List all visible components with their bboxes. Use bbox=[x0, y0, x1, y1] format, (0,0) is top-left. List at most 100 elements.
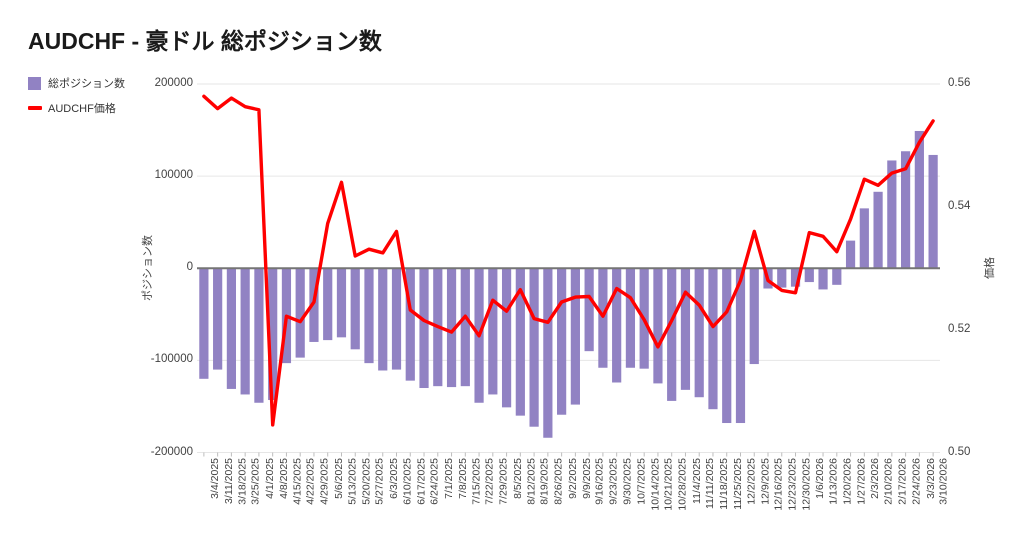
position-bar[interactable] bbox=[446, 268, 457, 388]
position-bar[interactable] bbox=[653, 268, 663, 384]
position-bar[interactable] bbox=[501, 268, 512, 408]
x-axis-date-label: 12/9/2025 bbox=[759, 458, 772, 505]
position-bar[interactable] bbox=[199, 268, 209, 379]
x-axis-date-label: 2/17/2026 bbox=[896, 458, 909, 505]
x-axis-date-label: 4/15/2025 bbox=[291, 458, 304, 505]
position-bar[interactable] bbox=[323, 268, 333, 341]
legend-item-positions: 総ポジション数 bbox=[28, 76, 125, 90]
position-bar[interactable] bbox=[832, 268, 842, 285]
x-axis-date-label: 3/3/2026 bbox=[924, 458, 937, 499]
x-axis-date-label: 7/22/2025 bbox=[484, 458, 497, 505]
position-bar[interactable] bbox=[859, 208, 869, 269]
position-bar[interactable] bbox=[295, 268, 305, 358]
position-bar[interactable] bbox=[928, 154, 938, 269]
positions-legend-label: 総ポジション数 bbox=[48, 78, 125, 90]
x-axis-date-label: 8/12/2025 bbox=[525, 458, 538, 505]
x-axis-date-label: 7/1/2025 bbox=[442, 458, 455, 499]
y-axis-left-tick-label: 100000 bbox=[154, 169, 193, 182]
position-bar[interactable] bbox=[680, 268, 691, 390]
x-axis-date-label: 8/19/2025 bbox=[539, 458, 552, 505]
x-axis-date-label: 3/10/2026 bbox=[938, 458, 951, 505]
x-axis-date-label: 11/11/2025 bbox=[704, 458, 717, 509]
x-axis-date-label: 7/8/2025 bbox=[456, 458, 469, 499]
x-axis-date-label: 5/20/2025 bbox=[360, 458, 373, 505]
position-bar[interactable] bbox=[226, 268, 236, 389]
position-bar[interactable] bbox=[488, 268, 498, 395]
x-axis-date-label: 7/29/2025 bbox=[497, 458, 510, 505]
x-axis-date-label: 11/18/2025 bbox=[717, 458, 730, 510]
position-bar[interactable] bbox=[391, 268, 402, 370]
x-axis-date-label: 12/16/2025 bbox=[773, 458, 786, 511]
x-axis-date-label: 2/24/2026 bbox=[910, 458, 923, 505]
legend-item-price: AUDCHF価格 bbox=[28, 101, 116, 115]
position-bar[interactable] bbox=[557, 268, 567, 415]
price-line[interactable] bbox=[202, 94, 935, 427]
position-bar[interactable] bbox=[405, 268, 415, 381]
position-bar[interactable] bbox=[543, 268, 553, 438]
x-axis-date-label: 1/20/2026 bbox=[841, 458, 854, 505]
x-axis-date-label: 10/7/2025 bbox=[635, 458, 648, 505]
x-axis-date-label: 12/30/2025 bbox=[800, 458, 813, 511]
position-bar[interactable] bbox=[777, 268, 787, 288]
y-axis-right-tick-label: 0.52 bbox=[948, 322, 971, 335]
position-bar[interactable] bbox=[612, 268, 622, 383]
position-bar[interactable] bbox=[515, 268, 525, 416]
x-axis-date-label: 2/10/2026 bbox=[883, 458, 896, 505]
price-legend-swatch bbox=[28, 106, 42, 110]
x-axis-date-label: 12/23/2025 bbox=[786, 458, 799, 511]
x-axis-date-label: 5/13/2025 bbox=[346, 458, 359, 505]
position-bar[interactable] bbox=[460, 268, 470, 387]
x-axis-date-label: 4/22/2025 bbox=[305, 458, 318, 505]
position-bar[interactable] bbox=[722, 268, 732, 424]
x-axis-date-label: 4/1/2025 bbox=[263, 458, 276, 499]
position-bar[interactable] bbox=[749, 268, 759, 365]
position-bar[interactable] bbox=[378, 268, 388, 371]
position-bar[interactable] bbox=[790, 268, 801, 287]
x-axis-date-label: 10/21/2025 bbox=[662, 458, 675, 511]
chart-plot-area[interactable] bbox=[197, 83, 940, 460]
x-axis-date-label: 9/2/2025 bbox=[566, 458, 579, 499]
position-bar[interactable] bbox=[570, 268, 580, 405]
position-bar[interactable] bbox=[419, 268, 429, 389]
y-axis-right-tick-label: 0.54 bbox=[948, 199, 971, 212]
x-axis-date-label: 3/4/2025 bbox=[208, 458, 221, 499]
position-bar[interactable] bbox=[309, 268, 319, 342]
position-bar[interactable] bbox=[804, 268, 814, 283]
position-bar[interactable] bbox=[240, 268, 250, 395]
x-axis-date-label: 8/26/2025 bbox=[552, 458, 565, 505]
position-bar[interactable] bbox=[254, 268, 264, 403]
position-bar[interactable] bbox=[625, 268, 636, 368]
position-bar[interactable] bbox=[873, 191, 883, 269]
x-axis-date-label: 1/27/2026 bbox=[855, 458, 868, 505]
x-axis-date-label: 8/5/2025 bbox=[511, 458, 524, 499]
x-axis-date-label: 1/13/2026 bbox=[828, 458, 841, 505]
x-axis-date-label: 9/30/2025 bbox=[621, 458, 634, 505]
y-axis-left-tick-label: -100000 bbox=[150, 353, 193, 366]
position-bar[interactable] bbox=[584, 268, 594, 352]
position-bar[interactable] bbox=[735, 268, 746, 424]
y-axis-right-tick-label: 0.50 bbox=[948, 445, 971, 458]
position-bar[interactable] bbox=[708, 268, 718, 410]
position-bar[interactable] bbox=[268, 268, 278, 400]
position-bar[interactable] bbox=[887, 160, 897, 269]
x-axis-date-label: 3/18/2025 bbox=[236, 458, 249, 505]
position-bar[interactable] bbox=[213, 268, 223, 370]
price-legend-label: AUDCHF価格 bbox=[48, 103, 116, 115]
position-bar[interactable] bbox=[694, 268, 704, 398]
y-axis-left-tick-label: -200000 bbox=[150, 445, 193, 458]
position-bar[interactable] bbox=[667, 268, 677, 401]
position-bar[interactable] bbox=[529, 268, 539, 427]
position-bar[interactable] bbox=[336, 268, 347, 338]
x-axis-date-label: 1/6/2026 bbox=[814, 458, 827, 499]
position-bar[interactable] bbox=[350, 268, 360, 350]
position-bar[interactable] bbox=[914, 130, 924, 269]
position-bar[interactable] bbox=[845, 240, 856, 269]
position-bar[interactable] bbox=[818, 268, 828, 290]
chart-title: AUDCHF - 豪ドル 総ポジション数 bbox=[28, 28, 382, 54]
x-axis-date-label: 3/11/2025 bbox=[222, 458, 235, 504]
position-bar[interactable] bbox=[598, 268, 608, 368]
position-bar[interactable] bbox=[901, 151, 911, 269]
y-axis-title-right: 価格 bbox=[984, 257, 996, 279]
position-bar[interactable] bbox=[364, 268, 374, 364]
